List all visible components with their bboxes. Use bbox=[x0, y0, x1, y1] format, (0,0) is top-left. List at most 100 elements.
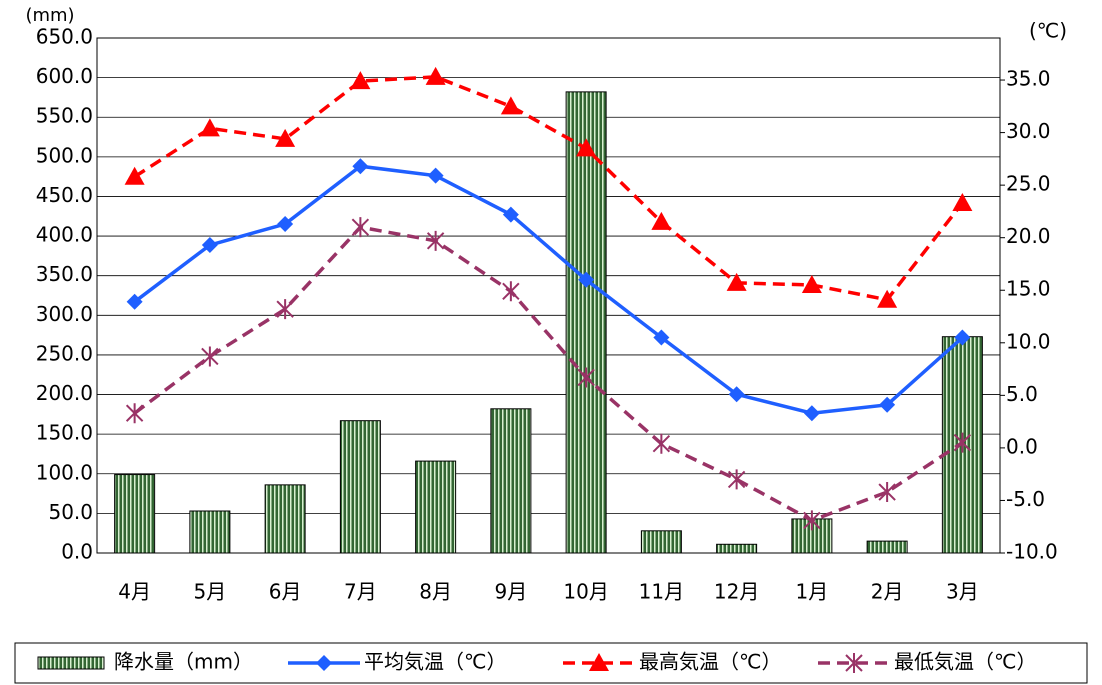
marker bbox=[124, 166, 145, 185]
marker bbox=[201, 237, 218, 254]
marker bbox=[276, 299, 294, 320]
line bbox=[133, 75, 964, 302]
bar bbox=[189, 510, 231, 554]
legend-label: 最低気温（℃） bbox=[894, 650, 1036, 674]
y-tick-label: 0.0 bbox=[61, 540, 93, 564]
marker bbox=[803, 405, 820, 422]
line bbox=[133, 225, 964, 523]
x-tick-label: 6月 bbox=[269, 580, 302, 604]
y2-tick-label: -10.0 bbox=[1006, 540, 1058, 564]
marker bbox=[426, 230, 445, 251]
marker bbox=[845, 653, 863, 673]
y-tick-label: 250.0 bbox=[36, 341, 93, 365]
marker bbox=[576, 138, 597, 157]
x-tick-label: 1月 bbox=[796, 580, 829, 604]
marker bbox=[879, 396, 896, 413]
marker bbox=[652, 433, 671, 454]
x-tick-label: 7月 bbox=[344, 580, 377, 604]
marker bbox=[201, 346, 219, 367]
marker bbox=[952, 193, 973, 212]
marker bbox=[352, 158, 369, 175]
line bbox=[133, 164, 964, 415]
marker bbox=[877, 289, 898, 308]
legend-label: 最高気温（℃） bbox=[639, 650, 781, 674]
marker bbox=[199, 118, 220, 137]
bar bbox=[114, 474, 156, 554]
marker bbox=[502, 206, 519, 223]
legend-label: 降水量（mm） bbox=[114, 650, 253, 674]
y2-tick-label: 35.0 bbox=[1006, 67, 1051, 91]
y2-tick-label: 5.0 bbox=[1006, 382, 1038, 406]
bar bbox=[264, 484, 306, 554]
x-tick-label: 9月 bbox=[495, 580, 528, 604]
marker bbox=[651, 211, 672, 230]
marker bbox=[502, 281, 520, 302]
x-tick-label: 8月 bbox=[419, 580, 452, 604]
bar bbox=[866, 540, 908, 554]
y2-tick-label: 25.0 bbox=[1006, 172, 1051, 196]
marker bbox=[277, 216, 294, 233]
marker bbox=[316, 655, 332, 671]
x-tick-label: 2月 bbox=[871, 580, 904, 604]
marker bbox=[589, 653, 609, 671]
marker bbox=[125, 403, 144, 424]
marker bbox=[126, 293, 143, 310]
y-tick-label: 650.0 bbox=[36, 25, 93, 49]
legend-marker bbox=[589, 653, 609, 671]
y-tick-label: 200.0 bbox=[36, 381, 93, 405]
y-axis-unit: (mm) bbox=[25, 5, 74, 26]
marker bbox=[803, 510, 821, 531]
legend-box bbox=[14, 642, 1088, 684]
marker bbox=[953, 432, 972, 453]
y-tick-label: 450.0 bbox=[36, 183, 93, 207]
legend-marker bbox=[845, 653, 863, 673]
bar bbox=[339, 420, 381, 554]
x-tick-label: 11月 bbox=[639, 580, 684, 604]
bar bbox=[415, 460, 457, 554]
x-tick-label: 3月 bbox=[946, 580, 979, 604]
y-tick-label: 50.0 bbox=[48, 500, 93, 524]
marker bbox=[653, 329, 670, 346]
marker bbox=[500, 96, 521, 115]
y2-tick-label: -5.0 bbox=[1006, 487, 1045, 511]
y2-axis-unit: (℃) bbox=[1029, 19, 1067, 43]
marker bbox=[350, 71, 371, 90]
y-tick-label: 350.0 bbox=[36, 262, 93, 286]
marker bbox=[954, 329, 971, 346]
legend-label: 平均気温（℃） bbox=[364, 650, 506, 674]
y2-tick-label: 20.0 bbox=[1006, 224, 1051, 248]
y-tick-label: 300.0 bbox=[36, 302, 93, 326]
y-tick-label: 400.0 bbox=[36, 223, 93, 247]
bar bbox=[565, 91, 607, 554]
bar bbox=[490, 408, 532, 554]
y2-tick-label: 15.0 bbox=[1006, 277, 1051, 301]
marker bbox=[578, 271, 595, 288]
legend-swatch bbox=[37, 656, 105, 670]
marker bbox=[425, 66, 446, 85]
marker bbox=[427, 167, 444, 184]
plot-border bbox=[96, 37, 1001, 554]
x-tick-label: 12月 bbox=[714, 580, 759, 604]
y2-tick-label: 30.0 bbox=[1006, 119, 1051, 143]
marker bbox=[577, 367, 595, 388]
x-tick-label: 5月 bbox=[194, 580, 227, 604]
marker bbox=[726, 272, 747, 291]
x-tick-label: 4月 bbox=[118, 580, 151, 604]
x-tick-label: 10月 bbox=[563, 580, 608, 604]
legend-marker bbox=[316, 655, 332, 671]
marker bbox=[351, 217, 370, 238]
bar bbox=[640, 530, 682, 554]
marker bbox=[728, 386, 745, 403]
y2-tick-label: 0.0 bbox=[1006, 434, 1038, 458]
bar bbox=[716, 543, 758, 554]
y-tick-label: 500.0 bbox=[36, 143, 93, 167]
marker bbox=[801, 274, 822, 293]
y-tick-label: 100.0 bbox=[36, 460, 93, 484]
marker bbox=[275, 128, 296, 147]
marker bbox=[878, 482, 896, 503]
y-tick-label: 600.0 bbox=[36, 64, 93, 88]
y-tick-label: 150.0 bbox=[36, 421, 93, 445]
marker bbox=[727, 469, 746, 490]
y2-tick-label: 10.0 bbox=[1006, 329, 1051, 353]
